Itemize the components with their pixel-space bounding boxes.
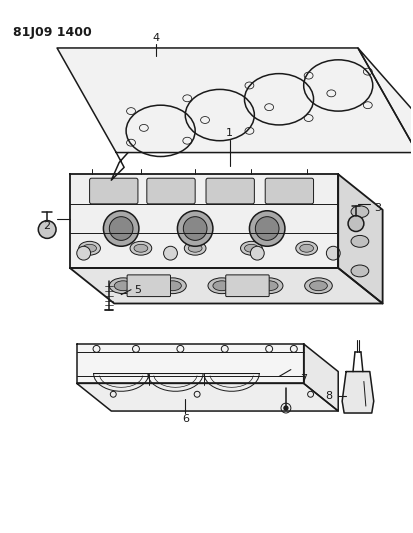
Ellipse shape: [350, 236, 368, 247]
Ellipse shape: [255, 278, 282, 294]
Circle shape: [109, 217, 133, 240]
Ellipse shape: [207, 278, 235, 294]
Ellipse shape: [295, 241, 317, 255]
Text: 81J09 1400: 81J09 1400: [13, 26, 91, 39]
Polygon shape: [76, 383, 337, 411]
Polygon shape: [70, 268, 382, 303]
Ellipse shape: [304, 278, 332, 294]
FancyBboxPatch shape: [206, 178, 254, 204]
Ellipse shape: [212, 281, 230, 290]
Ellipse shape: [114, 281, 132, 290]
Ellipse shape: [83, 244, 96, 252]
Circle shape: [250, 246, 263, 260]
Ellipse shape: [163, 281, 181, 290]
Ellipse shape: [350, 206, 368, 217]
Text: 8: 8: [324, 391, 331, 401]
Circle shape: [325, 246, 339, 260]
FancyBboxPatch shape: [127, 275, 170, 296]
Polygon shape: [341, 372, 373, 413]
Ellipse shape: [184, 241, 206, 255]
Ellipse shape: [299, 244, 313, 252]
Circle shape: [347, 216, 363, 231]
Polygon shape: [76, 344, 303, 383]
Ellipse shape: [260, 281, 278, 290]
Text: 5: 5: [134, 285, 141, 295]
Ellipse shape: [188, 244, 202, 252]
FancyBboxPatch shape: [147, 178, 195, 204]
FancyBboxPatch shape: [265, 178, 313, 204]
Ellipse shape: [78, 241, 100, 255]
Text: 3: 3: [373, 203, 380, 213]
Polygon shape: [57, 48, 413, 152]
Polygon shape: [337, 174, 382, 303]
FancyBboxPatch shape: [89, 178, 138, 204]
Text: 2: 2: [43, 221, 51, 231]
Ellipse shape: [109, 278, 137, 294]
Polygon shape: [357, 48, 413, 152]
Circle shape: [183, 217, 206, 240]
Ellipse shape: [240, 241, 261, 255]
Polygon shape: [303, 344, 337, 411]
Circle shape: [163, 246, 177, 260]
Ellipse shape: [350, 265, 368, 277]
Text: 6: 6: [181, 414, 188, 424]
Ellipse shape: [309, 281, 327, 290]
Circle shape: [76, 246, 90, 260]
Circle shape: [177, 211, 212, 246]
Ellipse shape: [130, 241, 152, 255]
Circle shape: [38, 221, 56, 238]
Circle shape: [103, 211, 139, 246]
Text: 1: 1: [225, 128, 233, 138]
Circle shape: [255, 217, 278, 240]
Ellipse shape: [158, 278, 186, 294]
Ellipse shape: [134, 244, 147, 252]
Ellipse shape: [244, 244, 258, 252]
Text: 7: 7: [299, 375, 306, 384]
Circle shape: [283, 406, 287, 410]
Circle shape: [249, 211, 284, 246]
Text: 4: 4: [152, 33, 159, 43]
Polygon shape: [70, 174, 337, 268]
FancyBboxPatch shape: [225, 275, 268, 296]
